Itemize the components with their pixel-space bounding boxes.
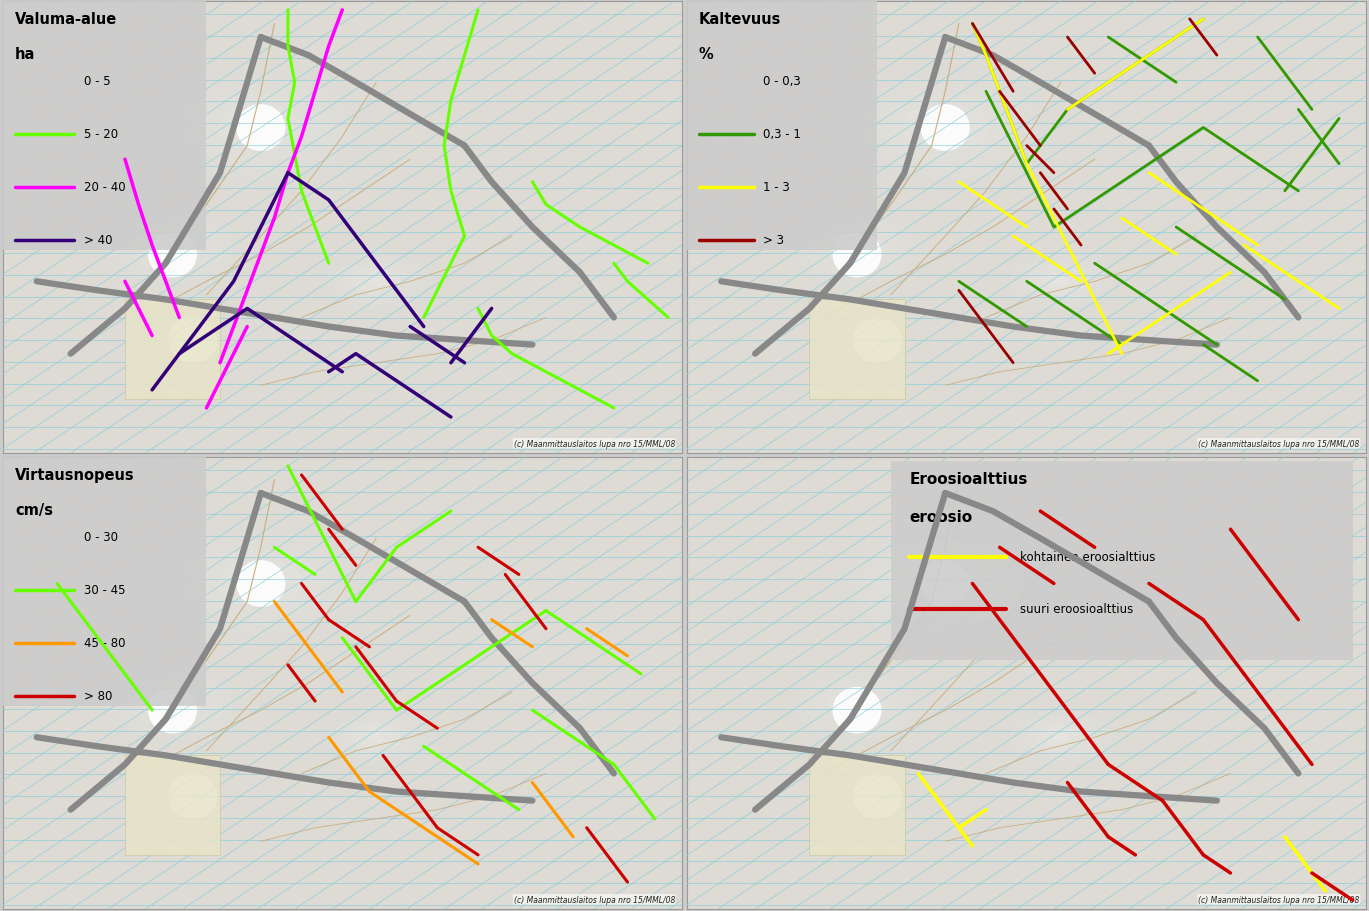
Bar bbox=[125, 755, 220, 855]
Ellipse shape bbox=[166, 701, 179, 710]
Ellipse shape bbox=[133, 229, 212, 271]
Ellipse shape bbox=[854, 773, 901, 819]
Ellipse shape bbox=[144, 235, 201, 266]
Ellipse shape bbox=[360, 729, 393, 746]
Bar bbox=[809, 300, 905, 399]
Ellipse shape bbox=[921, 106, 969, 151]
Ellipse shape bbox=[817, 684, 897, 727]
Ellipse shape bbox=[1045, 729, 1076, 746]
Ellipse shape bbox=[166, 246, 179, 254]
Ellipse shape bbox=[344, 720, 409, 755]
Ellipse shape bbox=[839, 241, 875, 261]
Ellipse shape bbox=[884, 551, 1006, 617]
Ellipse shape bbox=[828, 691, 886, 722]
Ellipse shape bbox=[352, 724, 401, 751]
Ellipse shape bbox=[170, 318, 216, 363]
Ellipse shape bbox=[1028, 720, 1094, 755]
Ellipse shape bbox=[200, 96, 322, 161]
Ellipse shape bbox=[854, 318, 901, 363]
Ellipse shape bbox=[921, 561, 969, 607]
Ellipse shape bbox=[938, 579, 953, 588]
Ellipse shape bbox=[920, 570, 971, 598]
Ellipse shape bbox=[253, 579, 268, 588]
Ellipse shape bbox=[155, 696, 190, 716]
Ellipse shape bbox=[155, 241, 190, 261]
Ellipse shape bbox=[1053, 733, 1068, 742]
Ellipse shape bbox=[1028, 264, 1094, 300]
Ellipse shape bbox=[1045, 273, 1076, 291]
Ellipse shape bbox=[149, 688, 196, 733]
Ellipse shape bbox=[237, 106, 285, 151]
Ellipse shape bbox=[360, 273, 393, 291]
Ellipse shape bbox=[884, 96, 1006, 161]
Ellipse shape bbox=[1053, 278, 1068, 286]
Ellipse shape bbox=[850, 246, 864, 254]
Ellipse shape bbox=[828, 235, 886, 266]
Ellipse shape bbox=[235, 570, 286, 598]
Ellipse shape bbox=[902, 105, 988, 151]
Ellipse shape bbox=[200, 551, 322, 617]
Ellipse shape bbox=[902, 560, 988, 607]
Ellipse shape bbox=[218, 105, 304, 151]
Ellipse shape bbox=[368, 733, 383, 742]
Ellipse shape bbox=[253, 124, 268, 132]
Ellipse shape bbox=[344, 264, 409, 300]
Ellipse shape bbox=[235, 115, 286, 142]
Ellipse shape bbox=[170, 773, 216, 819]
Ellipse shape bbox=[133, 684, 212, 727]
Ellipse shape bbox=[1036, 269, 1086, 295]
Ellipse shape bbox=[144, 691, 201, 722]
Ellipse shape bbox=[834, 688, 880, 733]
Ellipse shape bbox=[1036, 724, 1086, 751]
Ellipse shape bbox=[368, 278, 383, 286]
Text: (c) Maanmittauslaitos lupa nro 15/MML/08: (c) Maanmittauslaitos lupa nro 15/MML/08 bbox=[513, 895, 675, 904]
Ellipse shape bbox=[839, 696, 875, 716]
Text: (c) Maanmittauslaitos lupa nro 15/MML/08: (c) Maanmittauslaitos lupa nro 15/MML/08 bbox=[513, 439, 675, 448]
Ellipse shape bbox=[850, 701, 864, 710]
Ellipse shape bbox=[149, 232, 196, 278]
Bar bbox=[809, 755, 905, 855]
Ellipse shape bbox=[237, 561, 285, 607]
Ellipse shape bbox=[938, 124, 953, 132]
Ellipse shape bbox=[834, 232, 880, 278]
Ellipse shape bbox=[352, 269, 401, 295]
Bar bbox=[125, 300, 220, 399]
Ellipse shape bbox=[920, 115, 971, 142]
Text: (c) Maanmittauslaitos lupa nro 15/MML/08: (c) Maanmittauslaitos lupa nro 15/MML/08 bbox=[1198, 439, 1359, 448]
Ellipse shape bbox=[817, 229, 897, 271]
Text: (c) Maanmittauslaitos lupa nro 15/MML/08: (c) Maanmittauslaitos lupa nro 15/MML/08 bbox=[1198, 895, 1359, 904]
Ellipse shape bbox=[218, 560, 304, 607]
